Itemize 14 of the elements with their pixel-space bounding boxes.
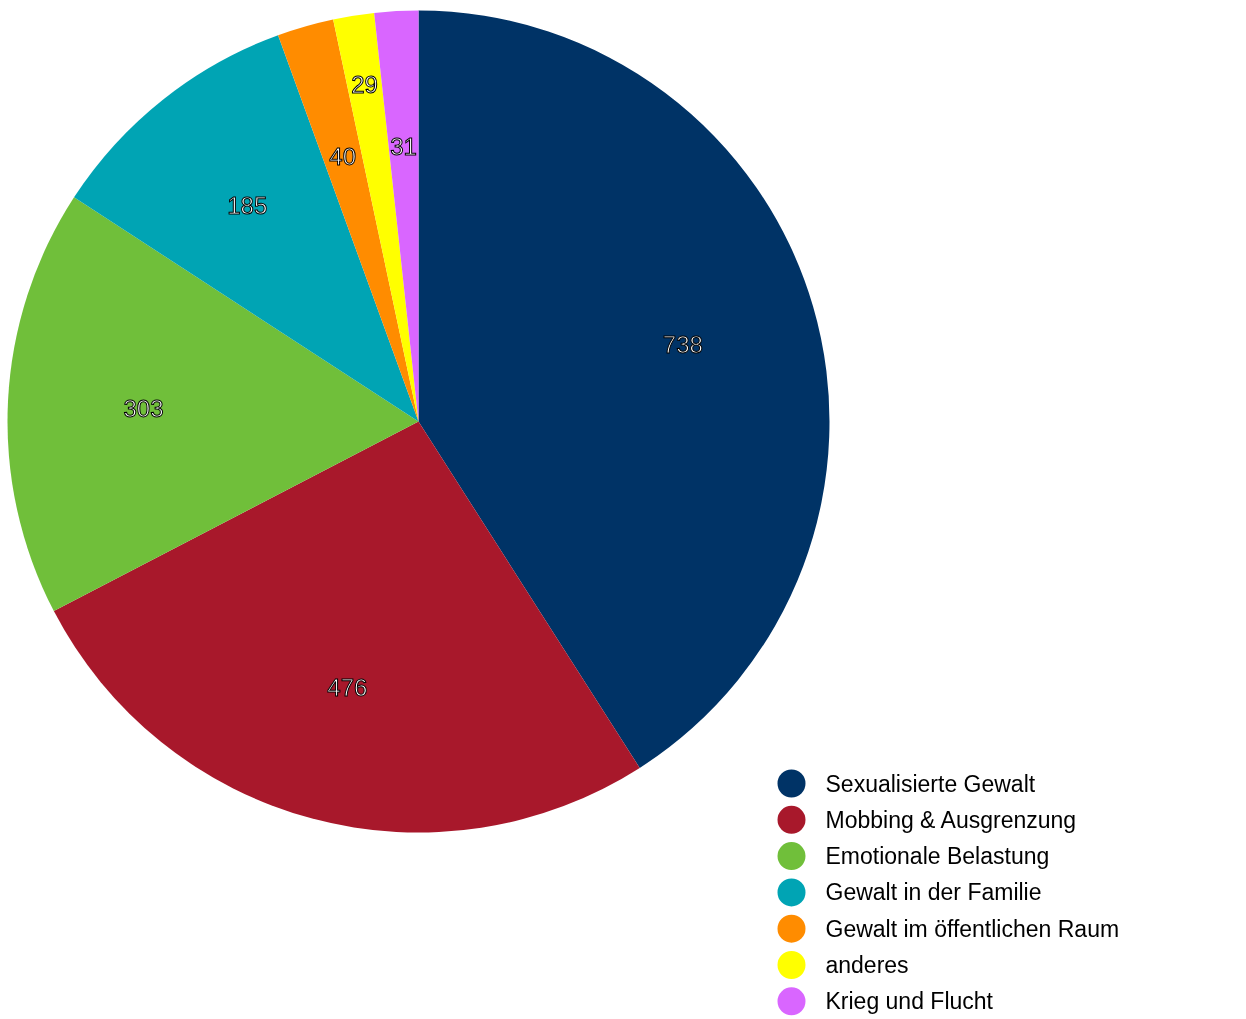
legend-label: Gewalt in der Familie bbox=[825, 879, 1042, 906]
data-label: 476 bbox=[327, 674, 368, 702]
data-label: 303 bbox=[123, 394, 164, 422]
legend-label: Krieg und Flucht bbox=[825, 988, 994, 1015]
data-label: 29 bbox=[351, 71, 378, 99]
data-label: 31 bbox=[390, 133, 417, 161]
data-label: 738 bbox=[662, 330, 703, 358]
legend-label: anderes bbox=[825, 952, 909, 978]
legend-label: Sexualisierte Gewalt bbox=[825, 770, 1036, 797]
legend-label: Mobbing & Ausgrenzung bbox=[825, 806, 1077, 833]
data-label: 185 bbox=[227, 192, 268, 220]
legend-label: Emotionale Belastung bbox=[825, 843, 1050, 870]
legend-label: Gewalt im öffentlichen Raum bbox=[825, 915, 1120, 942]
data-label: 40 bbox=[329, 143, 357, 171]
